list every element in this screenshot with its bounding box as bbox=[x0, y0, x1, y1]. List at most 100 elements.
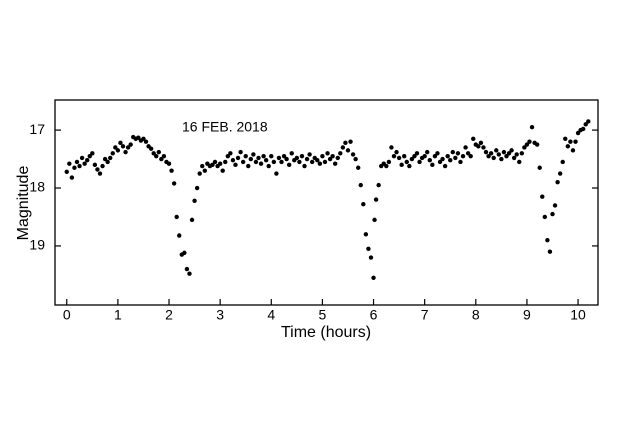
data-point bbox=[202, 168, 208, 173]
data-point bbox=[537, 165, 542, 170]
data-point bbox=[389, 145, 394, 150]
data-point bbox=[363, 232, 369, 237]
data-point bbox=[235, 155, 241, 161]
data-point bbox=[565, 144, 571, 149]
data-point bbox=[169, 168, 174, 173]
data-point bbox=[177, 233, 182, 238]
data-point bbox=[524, 142, 530, 147]
data-point bbox=[115, 148, 121, 153]
data-point bbox=[391, 153, 397, 159]
data-point bbox=[417, 159, 422, 165]
data-point bbox=[154, 153, 159, 159]
x-tick-label: 3 bbox=[216, 307, 224, 323]
data-point bbox=[514, 152, 519, 157]
data-point bbox=[281, 153, 287, 159]
data-point bbox=[343, 140, 348, 146]
data-point bbox=[74, 159, 80, 165]
data-point bbox=[435, 151, 440, 156]
data-point bbox=[148, 146, 154, 151]
data-point bbox=[274, 171, 279, 176]
data-point bbox=[394, 149, 399, 155]
data-point bbox=[212, 159, 218, 165]
data-point bbox=[284, 156, 289, 162]
data-point bbox=[432, 153, 438, 159]
data-point bbox=[77, 163, 82, 169]
data-point bbox=[373, 197, 379, 202]
data-point bbox=[279, 159, 284, 165]
data-point bbox=[309, 159, 315, 165]
x-axis-title: Time (hours) bbox=[281, 324, 371, 341]
data-point bbox=[437, 159, 443, 165]
data-point bbox=[105, 159, 110, 165]
data-point bbox=[476, 144, 481, 149]
data-point bbox=[481, 145, 486, 150]
data-point bbox=[159, 156, 164, 162]
data-point bbox=[97, 171, 103, 176]
data-point bbox=[361, 202, 366, 207]
data-point bbox=[100, 163, 105, 169]
data-point bbox=[488, 151, 494, 156]
data-point bbox=[575, 130, 581, 136]
x-tick-label: 8 bbox=[472, 307, 480, 323]
data-point bbox=[113, 145, 118, 150]
data-point bbox=[471, 136, 476, 141]
data-point bbox=[320, 153, 325, 159]
data-point bbox=[92, 162, 98, 168]
data-point bbox=[547, 249, 553, 254]
data-point bbox=[151, 151, 156, 156]
data-point bbox=[286, 162, 292, 168]
x-tick-label: 6 bbox=[370, 307, 378, 323]
data-point bbox=[422, 153, 427, 159]
data-point bbox=[402, 153, 407, 159]
data-point bbox=[220, 168, 225, 173]
data-point bbox=[542, 214, 548, 220]
data-point bbox=[356, 165, 361, 170]
data-point bbox=[330, 153, 335, 159]
data-point bbox=[529, 125, 535, 130]
data-point bbox=[348, 139, 353, 144]
y-tick-label: 19 bbox=[29, 237, 45, 253]
data-point bbox=[225, 153, 231, 159]
data-point bbox=[414, 151, 420, 156]
data-point bbox=[166, 161, 172, 166]
data-point bbox=[171, 181, 177, 186]
data-point bbox=[243, 153, 248, 159]
data-point bbox=[338, 151, 343, 156]
data-point bbox=[442, 163, 448, 169]
data-point bbox=[366, 246, 371, 252]
data-point bbox=[110, 151, 115, 156]
data-point bbox=[246, 163, 251, 169]
data-point bbox=[194, 185, 200, 191]
data-point bbox=[371, 275, 376, 280]
data-point bbox=[455, 151, 461, 156]
data-point bbox=[156, 149, 161, 155]
data-point bbox=[238, 149, 243, 155]
x-tick-label: 1 bbox=[114, 307, 122, 323]
data-point bbox=[465, 151, 471, 156]
data-point bbox=[545, 237, 550, 243]
data-point bbox=[412, 153, 417, 159]
data-point bbox=[200, 163, 205, 169]
data-point bbox=[557, 171, 563, 176]
data-point bbox=[289, 151, 294, 156]
data-point bbox=[136, 135, 141, 140]
data-point bbox=[332, 161, 338, 166]
data-point bbox=[125, 145, 131, 150]
data-point bbox=[409, 156, 415, 162]
data-point bbox=[430, 162, 435, 168]
data-point bbox=[143, 139, 149, 144]
y-tick-label: 17 bbox=[29, 121, 45, 137]
data-point bbox=[72, 165, 77, 170]
data-point bbox=[460, 153, 466, 159]
data-point bbox=[174, 214, 179, 220]
data-point bbox=[95, 167, 100, 172]
data-point bbox=[187, 271, 192, 276]
data-point bbox=[399, 162, 404, 168]
data-point bbox=[570, 148, 576, 153]
data-point bbox=[299, 153, 305, 159]
data-point bbox=[217, 161, 223, 166]
data-point bbox=[563, 136, 568, 141]
data-point bbox=[496, 152, 502, 157]
data-point bbox=[586, 119, 591, 124]
